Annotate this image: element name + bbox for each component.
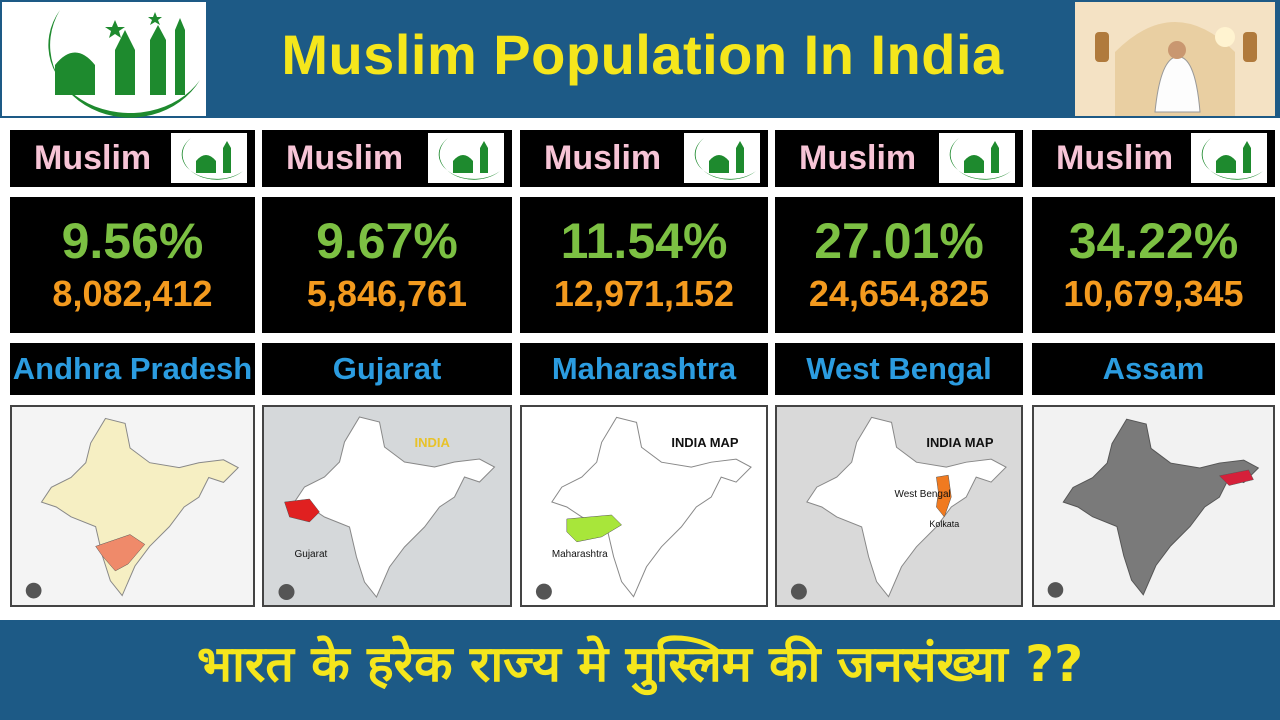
population: 5,846,761 xyxy=(306,273,468,314)
icon xyxy=(25,582,42,599)
percent: 9.67% xyxy=(316,213,458,269)
map-image xyxy=(25,417,240,599)
map-image: INDIA Gujarat xyxy=(278,416,496,600)
logo xyxy=(2,2,206,118)
mosque xyxy=(453,141,488,173)
label-logo xyxy=(171,133,247,183)
label-box: Muslim xyxy=(10,130,255,187)
icon xyxy=(1047,582,1064,598)
label-logo xyxy=(939,133,1015,183)
state-highlight xyxy=(936,474,952,518)
label-box: Muslim xyxy=(775,130,1023,187)
map-label: West Bengal xyxy=(895,489,951,500)
population: 24,654,825 xyxy=(808,273,990,314)
label: Muslim xyxy=(286,139,404,177)
india-outline xyxy=(40,417,240,597)
mosque xyxy=(709,141,744,173)
state-name: Maharashtra xyxy=(551,351,737,386)
map: INDIA MAP Maharashtra xyxy=(520,405,768,607)
stat-box: 27.01% 24,654,825 xyxy=(775,197,1023,333)
label: Muslim xyxy=(34,139,152,177)
map-image: INDIA MAP West Bengal Kolkata xyxy=(790,416,1007,600)
percent: 11.54% xyxy=(560,213,728,269)
title: Muslim Population In India xyxy=(281,23,1004,86)
population: 12,971,152 xyxy=(553,273,735,314)
population: 10,679,345 xyxy=(1063,273,1244,314)
map-image: INDIA MAP Maharashtra xyxy=(535,416,752,600)
state-box: Assam xyxy=(1032,343,1275,395)
state-box: Andhra Pradesh xyxy=(10,343,255,395)
map xyxy=(10,405,255,607)
state-highlight xyxy=(95,534,146,572)
state-highlight xyxy=(1218,469,1254,486)
stat-box: 9.56% 8,082,412 xyxy=(10,197,255,333)
map-image xyxy=(1047,418,1260,598)
state-name: West Bengal xyxy=(806,351,992,386)
label: Muslim xyxy=(1056,139,1174,177)
label-box: Muslim xyxy=(262,130,512,187)
map xyxy=(1032,405,1275,607)
map-label: Maharashtra xyxy=(552,549,608,560)
state-box: Gujarat xyxy=(262,343,512,395)
india-outline xyxy=(1062,418,1260,596)
map-label: INDIA MAP xyxy=(926,435,993,450)
label-logo xyxy=(684,133,760,183)
stat-box: 9.67% 5,846,761 xyxy=(262,197,512,333)
stat-box: 11.54% 12,971,152 xyxy=(520,197,768,333)
state-highlight xyxy=(566,514,622,543)
state-name: Andhra Pradesh xyxy=(12,351,253,386)
label-logo xyxy=(428,133,504,183)
label-box: Muslim xyxy=(1032,130,1275,187)
icon xyxy=(535,583,552,600)
percent: 27.01% xyxy=(814,213,984,269)
percent: 34.22% xyxy=(1068,213,1239,269)
map-label: INDIA xyxy=(415,435,451,450)
state-name: Gujarat xyxy=(332,351,442,386)
india-outline xyxy=(293,416,496,598)
mosque xyxy=(196,141,231,173)
map-label: Gujarat xyxy=(295,549,328,560)
footer-text: भारत के हरेक राज्य मे मुस्लिम की जनसंख्य… xyxy=(196,635,1084,693)
map-label: INDIA MAP xyxy=(671,435,738,450)
state-box: Maharashtra xyxy=(520,343,768,395)
india-outline xyxy=(806,416,1007,598)
state-name: Assam xyxy=(1102,351,1205,386)
label: Muslim xyxy=(544,139,662,177)
map: INDIA MAP West Bengal Kolkata xyxy=(775,405,1023,607)
label: Muslim xyxy=(799,139,917,177)
map-label: Kolkata xyxy=(929,519,959,529)
icon xyxy=(278,584,295,600)
percent: 9.56% xyxy=(61,213,204,269)
prayer-image xyxy=(1075,2,1275,116)
icon xyxy=(790,583,807,600)
label-box: Muslim xyxy=(520,130,768,187)
mosque xyxy=(964,141,999,173)
mosque xyxy=(1216,141,1251,173)
map: INDIA Gujarat xyxy=(262,405,512,607)
stat-box: 34.22% 10,679,345 xyxy=(1032,197,1275,333)
population: 8,082,412 xyxy=(52,273,213,314)
state-box: West Bengal xyxy=(775,343,1023,395)
india-outline xyxy=(551,416,752,598)
label-logo xyxy=(1191,133,1267,183)
state-highlight xyxy=(284,498,320,523)
